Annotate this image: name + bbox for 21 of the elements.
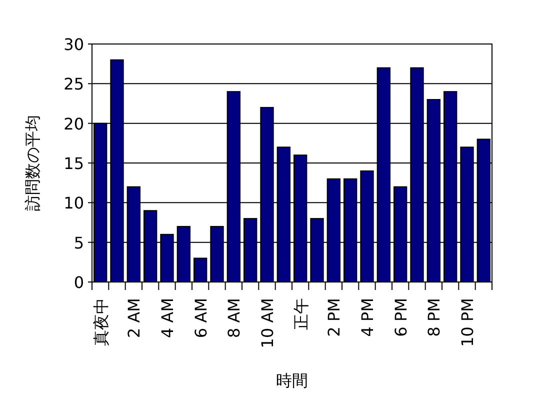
x-tick-label: 4 PM bbox=[358, 298, 377, 337]
y-axis-title: 訪問数の平均 bbox=[23, 115, 42, 211]
x-tick-label: 2 AM bbox=[124, 298, 144, 338]
y-tick-label: 0 bbox=[74, 273, 84, 292]
x-tick-label: 6 PM bbox=[391, 298, 410, 337]
x-tick-label: 8 PM bbox=[424, 298, 444, 337]
y-tick-label: 15 bbox=[64, 154, 84, 173]
x-tick-label: 2 PM bbox=[324, 298, 344, 337]
x-axis-title: 時間 bbox=[276, 371, 308, 390]
x-tick-label: 真夜中 bbox=[91, 298, 110, 346]
y-tick-label: 20 bbox=[64, 114, 84, 134]
x-tick-label: 10 AM bbox=[258, 298, 277, 348]
y-tick-label: 10 bbox=[64, 194, 84, 213]
x-tick-label: 10 PM bbox=[458, 298, 477, 347]
y-tick-label: 30 bbox=[64, 35, 84, 54]
x-tick-label: 4 AM bbox=[158, 298, 177, 338]
y-tick-label: 25 bbox=[64, 74, 84, 94]
x-tick-label: 6 AM bbox=[191, 298, 210, 338]
x-tick-label: 8 AM bbox=[224, 298, 244, 338]
x-tick-label: 正午 bbox=[291, 298, 310, 330]
y-tick-label: 5 bbox=[74, 233, 84, 252]
